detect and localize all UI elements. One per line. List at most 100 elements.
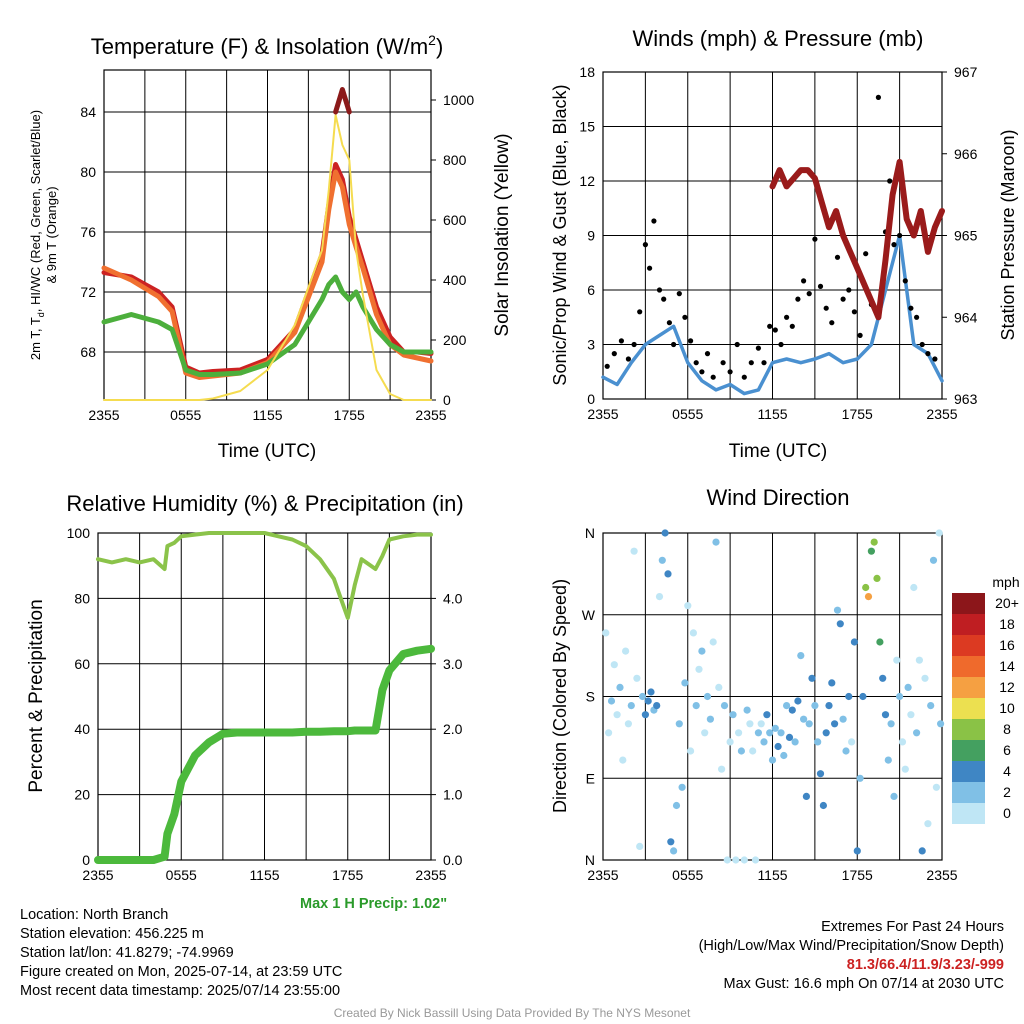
dir-point bbox=[915, 656, 924, 664]
dir-point bbox=[828, 679, 836, 687]
dir-frame bbox=[602, 532, 943, 861]
wind-gust-point bbox=[829, 320, 835, 326]
rh-ytick-label: 60 bbox=[74, 656, 90, 672]
wind-gust-point bbox=[823, 305, 829, 311]
dir-point bbox=[831, 720, 839, 728]
wind-gust-point bbox=[676, 291, 682, 297]
wind-gust-point bbox=[755, 345, 762, 351]
dir-ylabel: Direction (Colored By Speed) bbox=[550, 579, 570, 813]
dir-legend-swatch bbox=[952, 656, 985, 677]
wind-gust-point bbox=[671, 341, 677, 348]
dir-point bbox=[890, 792, 898, 801]
dir-point bbox=[927, 702, 935, 710]
dir-point bbox=[777, 729, 785, 737]
station-info: Location: North Branch Station elevation… bbox=[20, 906, 342, 1001]
dir-point bbox=[848, 738, 856, 746]
wind-gust-point bbox=[631, 341, 637, 348]
rh-xtick-label: 1155 bbox=[249, 867, 279, 883]
wind-gust-point bbox=[625, 356, 632, 362]
dir-xtick-label: 1755 bbox=[842, 867, 873, 883]
dir-point bbox=[904, 683, 912, 692]
dir-point bbox=[864, 593, 873, 601]
dir-point bbox=[921, 674, 929, 682]
dir-point bbox=[862, 583, 870, 592]
dir-legend-swatch bbox=[952, 740, 985, 761]
rh-ytick-label: 0 bbox=[82, 852, 90, 868]
rh-ytick-label: 100 bbox=[67, 525, 91, 541]
wind-gust-point bbox=[891, 242, 897, 248]
wind-gust-point bbox=[611, 351, 617, 357]
wind-ylabel: Sonic/Prop Wind & Gust (Blue, Black) bbox=[550, 84, 570, 385]
temp-series-line-3 bbox=[103, 114, 432, 401]
wind-gust-point bbox=[789, 323, 795, 329]
dir-point bbox=[896, 692, 904, 701]
rh-series-line-0 bbox=[96, 531, 433, 620]
dir-point bbox=[602, 629, 610, 637]
dir-point bbox=[800, 715, 808, 723]
extremes-title: Extremes For Past 24 Hours bbox=[821, 919, 1004, 935]
wind-gust-point bbox=[642, 242, 649, 248]
dir-point bbox=[929, 556, 938, 564]
dir-point bbox=[687, 747, 695, 755]
dir-point bbox=[853, 847, 861, 855]
dir-legend-label: 2 bbox=[1003, 784, 1011, 800]
wind-gust-point bbox=[704, 351, 711, 357]
rh-y2tick-label: 2.0 bbox=[443, 721, 463, 737]
wind-gust-point bbox=[637, 309, 643, 315]
dir-point bbox=[664, 570, 672, 578]
wind-title: Winds (mph) & Pressure (mb) bbox=[633, 26, 924, 51]
rh-series-line-1 bbox=[94, 644, 435, 864]
wind-gust-point bbox=[727, 369, 733, 375]
wind-gust-point bbox=[875, 94, 882, 100]
dir-point bbox=[723, 856, 731, 864]
wind-gust-point bbox=[661, 296, 667, 302]
wind-gust-point bbox=[806, 291, 812, 297]
dir-point bbox=[672, 801, 681, 810]
dir-legend-label: 12 bbox=[999, 679, 1015, 695]
temp-y2tick-label: 800 bbox=[443, 152, 467, 168]
dir-point bbox=[935, 529, 943, 537]
wind-gust-point bbox=[925, 351, 931, 357]
wind-gust-point bbox=[748, 360, 754, 366]
dir-legend-label: 18 bbox=[999, 616, 1015, 632]
dir-legend-label: 14 bbox=[999, 658, 1015, 674]
dir-point bbox=[715, 683, 723, 692]
dir-point bbox=[729, 711, 737, 719]
dir-point bbox=[689, 629, 698, 637]
dir-point bbox=[698, 647, 706, 655]
dir-point bbox=[681, 679, 689, 687]
dir-legend-label: 4 bbox=[1003, 763, 1011, 779]
temp-series-line-2 bbox=[101, 274, 434, 377]
temp-title: Temperature (F) & Insolation (W/m2) bbox=[91, 32, 444, 59]
dir-point bbox=[937, 720, 945, 728]
dir-point bbox=[771, 724, 779, 732]
temp-xtick-label: 2355 bbox=[415, 407, 446, 423]
dir-point bbox=[845, 692, 853, 701]
temp-series-line-4 bbox=[333, 87, 352, 115]
dir-point bbox=[825, 702, 833, 710]
wind-gust-point bbox=[772, 327, 778, 333]
wind-gust-point bbox=[812, 236, 818, 242]
temp-xlabel: Time (UTC) bbox=[218, 441, 317, 462]
dir-point bbox=[743, 706, 751, 714]
dir-point bbox=[873, 574, 881, 583]
temp-xtick-label: 2355 bbox=[88, 407, 119, 423]
temp-ylabel-line2: & 9m T (Orange) bbox=[44, 186, 59, 283]
dir-legend-label: 10 bbox=[999, 700, 1015, 716]
dir-point bbox=[641, 711, 650, 719]
dir-point bbox=[811, 702, 819, 710]
dir-point bbox=[785, 733, 794, 742]
wind-y2tick-label: 967 bbox=[954, 64, 978, 80]
wind-series-line-2 bbox=[769, 158, 945, 321]
wind-gust-point bbox=[651, 218, 657, 224]
wind-gust-point bbox=[863, 251, 869, 257]
dir-ytick-label: W bbox=[582, 607, 596, 623]
dir-point bbox=[884, 756, 892, 764]
station-elevation: Station elevation: 456.225 m bbox=[20, 926, 204, 942]
dir-point bbox=[816, 770, 825, 778]
wind-xtick-label: 0555 bbox=[672, 406, 703, 422]
dir-xtick-label: 2355 bbox=[587, 867, 618, 883]
dir-point bbox=[783, 702, 791, 710]
wind-xtick-label: 2355 bbox=[587, 406, 618, 422]
dir-point bbox=[619, 756, 627, 764]
